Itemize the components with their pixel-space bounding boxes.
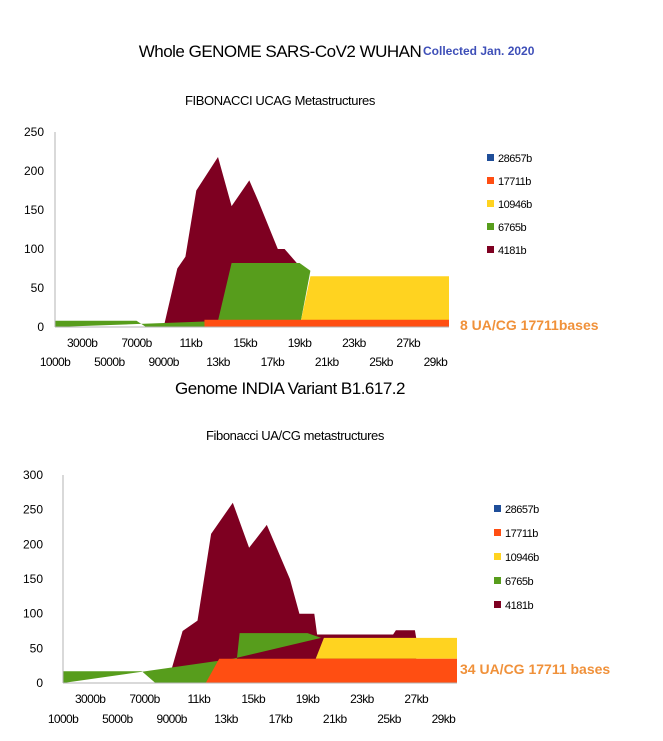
chart2-x-tick: 9000b <box>157 712 188 726</box>
chart2-x-tick: 17kb <box>269 712 294 726</box>
chart1-series-17711b <box>204 319 449 327</box>
chart1-y-tick: 250 <box>24 125 44 139</box>
chart1-legend-label: 4181b <box>498 245 526 257</box>
chart2-legend-label: 4181b <box>505 600 533 612</box>
chart2-legend-swatch <box>494 505 501 512</box>
chart1-y-tick: 200 <box>24 164 44 178</box>
chart1-x-tick: 25kb <box>369 355 394 369</box>
chart1-legend-label: 6765b <box>498 222 526 234</box>
chart1-legend-swatch <box>487 200 494 207</box>
chart1-x-tick: 11kb <box>179 336 203 350</box>
chart1-x-tick: 3000b <box>67 336 98 350</box>
chart2-y-tick: 250 <box>23 503 43 517</box>
chart1-legend-swatch <box>487 223 494 230</box>
chart2-x-tick: 21kb <box>323 712 348 726</box>
chart1-y-tick: 150 <box>24 203 44 217</box>
chart2-x-tick: 5000b <box>102 712 133 726</box>
chart1-x-tick: 7000b <box>121 336 152 350</box>
chart1-legend-label: 28657b <box>498 153 532 165</box>
chart1-x-tick: 13kb <box>206 355 231 369</box>
chart2-y-tick: 0 <box>36 676 43 690</box>
chart1-x-tick: 9000b <box>149 355 180 369</box>
chart2-y-tick: 100 <box>23 607 43 621</box>
chart2-x-tick: 7000b <box>129 692 160 706</box>
chart1-x-tick: 21kb <box>315 355 340 369</box>
chart2-legend-swatch <box>494 553 501 560</box>
chart2-legend-label: 28657b <box>505 504 539 516</box>
chart1-x-tick: 1000b <box>40 355 71 369</box>
main-title: Whole GENOME SARS-CoV2 WUHAN <box>138 42 422 61</box>
chart1-series-6765b <box>55 263 311 327</box>
chart2-y-tick: 150 <box>23 572 43 586</box>
chart2-legend-swatch <box>494 577 501 584</box>
chart2-x-tick: 27kb <box>404 692 429 706</box>
chart1-x-tick: 15kb <box>233 336 258 350</box>
chart1-series-10946b <box>300 276 449 321</box>
chart2-legend-label: 10946b <box>505 552 539 564</box>
chart1-legend-swatch <box>487 154 494 161</box>
chart2-x-tick: 3000b <box>75 692 106 706</box>
chart1-x-tick: 27kb <box>396 336 421 350</box>
chart1-subtitle: FIBONACCI UCAG Metastructures <box>185 93 375 108</box>
chart1-y-tick: 100 <box>24 242 44 256</box>
chart1-x-tick: 23kb <box>342 336 367 350</box>
chart1-legend-swatch <box>487 177 494 184</box>
chart1-x-tick: 5000b <box>94 355 125 369</box>
collected-date: Collected Jan. 2020 <box>423 44 535 58</box>
chart2-subtitle: Fibonacci UA/CG metastructures <box>205 428 384 443</box>
chart1-x-tick: 17kb <box>261 355 286 369</box>
chart2-legend-swatch <box>494 529 501 536</box>
chart2-legend-swatch <box>494 601 501 608</box>
chart2-x-tick: 1000b <box>48 712 79 726</box>
chart1-note: 8 UA/CG 17711bases <box>460 317 599 333</box>
chart1-x-tick: 29kb <box>424 355 449 369</box>
chart2-y-tick: 50 <box>30 641 44 655</box>
chart1-legend-label: 10946b <box>498 199 532 211</box>
chart1-y-tick: 0 <box>37 320 44 334</box>
chart2-series-10946b <box>315 637 457 659</box>
chart1-legend-label: 17711b <box>498 176 531 188</box>
chart2-x-tick: 11kb <box>187 692 211 706</box>
chart1-x-tick: 19kb <box>288 336 313 350</box>
chart2-x-tick: 19kb <box>296 692 321 706</box>
chart2-x-tick: 15kb <box>241 692 266 706</box>
chart2-legend-label: 17711b <box>505 528 538 540</box>
chart1-y-tick: 50 <box>31 281 45 295</box>
chart2-series-17711b <box>205 658 457 683</box>
chart2-series-6765b <box>63 633 322 683</box>
chart2-note: 34 UA/CG 17711 bases <box>460 661 611 677</box>
chart2-y-tick: 300 <box>23 468 43 482</box>
chart1-legend-swatch <box>487 246 494 253</box>
chart2-x-tick: 25kb <box>377 712 402 726</box>
chart2-x-tick: 13kb <box>214 712 239 726</box>
chart2-x-tick: 29kb <box>432 712 457 726</box>
chart2-legend-label: 6765b <box>505 576 533 588</box>
chart2-title: Genome INDIA Variant B1.617.2 <box>175 379 405 398</box>
chart2-y-tick: 200 <box>23 537 43 551</box>
chart2-x-tick: 23kb <box>350 692 375 706</box>
